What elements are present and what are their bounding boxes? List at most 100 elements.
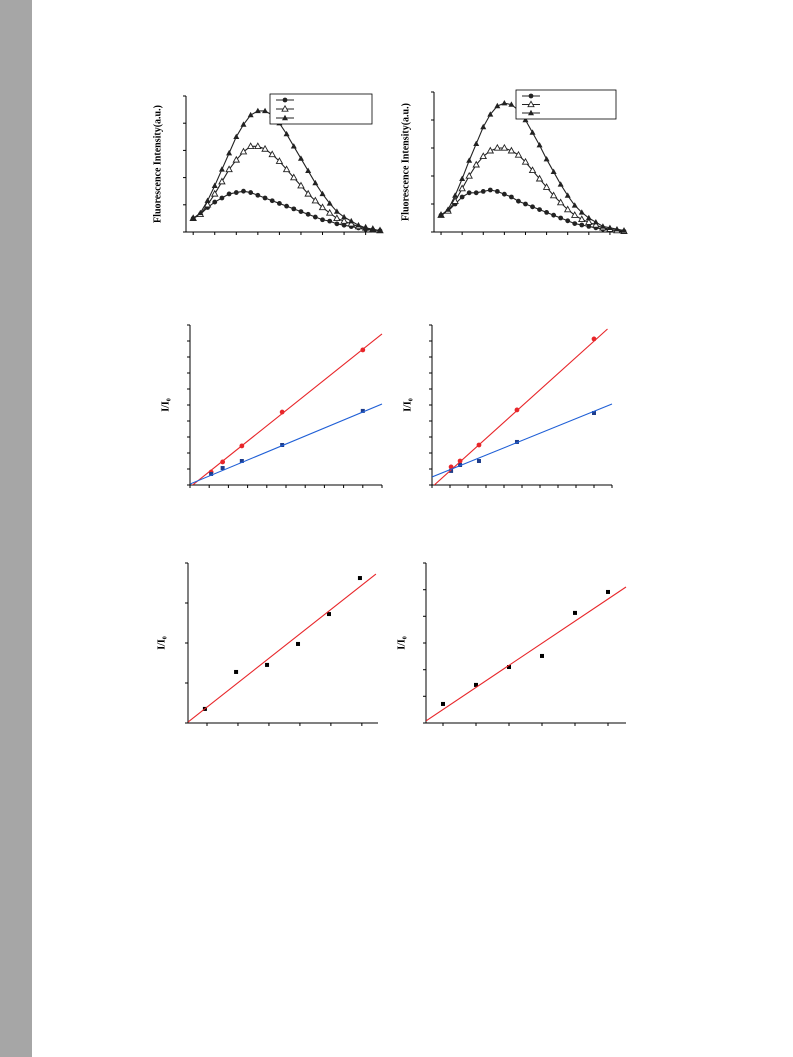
data-point — [570, 211, 579, 218]
data-point — [521, 157, 530, 165]
data-point — [508, 101, 515, 107]
data-point — [565, 218, 571, 224]
data-point — [585, 218, 593, 225]
legend-marker — [282, 114, 288, 121]
data-point — [233, 190, 239, 195]
data-point — [507, 665, 511, 669]
data-point — [254, 107, 261, 114]
data-point — [219, 195, 225, 201]
data-point — [334, 221, 340, 227]
legend-marker — [282, 97, 288, 103]
data-point — [473, 190, 479, 196]
data-point — [465, 171, 473, 179]
data-point — [298, 209, 304, 215]
data-point — [311, 196, 320, 204]
data-point — [318, 203, 327, 211]
data-point — [487, 187, 493, 193]
data-point — [269, 198, 275, 204]
data-point — [326, 200, 333, 206]
data-point — [305, 167, 312, 173]
data-point — [544, 210, 549, 215]
data-point — [347, 219, 356, 227]
data-point — [275, 157, 284, 164]
data-point — [369, 226, 376, 232]
data-point — [284, 203, 289, 209]
data-point — [585, 214, 592, 221]
y-axis-label: I/I₀ — [156, 636, 167, 650]
data-point — [218, 177, 226, 185]
data-point — [218, 166, 225, 172]
data-point — [280, 443, 285, 447]
data-point — [486, 146, 495, 154]
fit-line — [188, 573, 377, 723]
data-point — [564, 192, 571, 198]
data-point — [563, 205, 572, 213]
data-point — [606, 589, 610, 594]
data-point — [500, 143, 509, 151]
data-point — [248, 190, 254, 195]
data-point — [239, 459, 244, 463]
data-point — [197, 209, 204, 216]
data-point — [319, 190, 326, 197]
data-point — [480, 123, 487, 130]
data-point — [283, 130, 290, 137]
legend-marker — [281, 104, 289, 112]
data-point — [487, 111, 494, 117]
data-point — [578, 209, 585, 215]
data-point — [558, 215, 564, 221]
data-point — [542, 183, 551, 190]
data-point — [210, 189, 219, 197]
data-point — [459, 175, 466, 181]
data-point — [362, 224, 369, 231]
y-axis-label: I/I₀ — [402, 398, 413, 412]
data-point — [514, 439, 519, 444]
data-point — [438, 212, 445, 218]
data-point — [480, 189, 486, 194]
legend-marker — [528, 109, 534, 116]
data-point — [621, 227, 627, 233]
data-point — [441, 701, 445, 706]
data-point — [571, 202, 578, 208]
data-point — [254, 142, 262, 149]
data-point — [530, 204, 535, 210]
data-point — [479, 152, 488, 160]
data-point — [268, 150, 276, 158]
data-point — [445, 206, 452, 212]
data-point — [592, 220, 600, 228]
data-point — [551, 212, 557, 218]
fit-line — [191, 333, 383, 485]
data-point — [234, 669, 239, 674]
data-point — [549, 191, 558, 199]
fit-line — [426, 586, 627, 722]
data-point — [325, 208, 334, 216]
data-point — [451, 197, 459, 204]
data-point — [241, 188, 246, 194]
data-point — [220, 466, 225, 471]
data-point — [509, 194, 514, 200]
data-point — [226, 191, 232, 197]
y-axis-label: I/I₀ — [160, 398, 171, 412]
data-point — [579, 222, 585, 228]
data-point — [514, 150, 523, 158]
data-point — [333, 214, 341, 222]
data-point — [536, 142, 543, 148]
data-point — [282, 165, 291, 173]
data-point — [578, 215, 586, 223]
data-point — [239, 147, 248, 155]
data-point — [522, 116, 529, 123]
fit-line — [433, 328, 608, 485]
data-point — [543, 156, 550, 162]
y-axis-label: I/I₀ — [396, 636, 407, 650]
data-point — [473, 140, 480, 146]
data-point — [528, 166, 537, 174]
side-bar — [0, 0, 32, 1057]
y-axis-label: Fluorescence Intensity(a.u.) — [400, 103, 411, 221]
data-point — [297, 181, 305, 189]
data-point — [226, 149, 233, 156]
data-point — [476, 459, 481, 463]
data-point — [516, 198, 521, 204]
data-point — [247, 111, 254, 118]
data-point — [586, 224, 592, 229]
